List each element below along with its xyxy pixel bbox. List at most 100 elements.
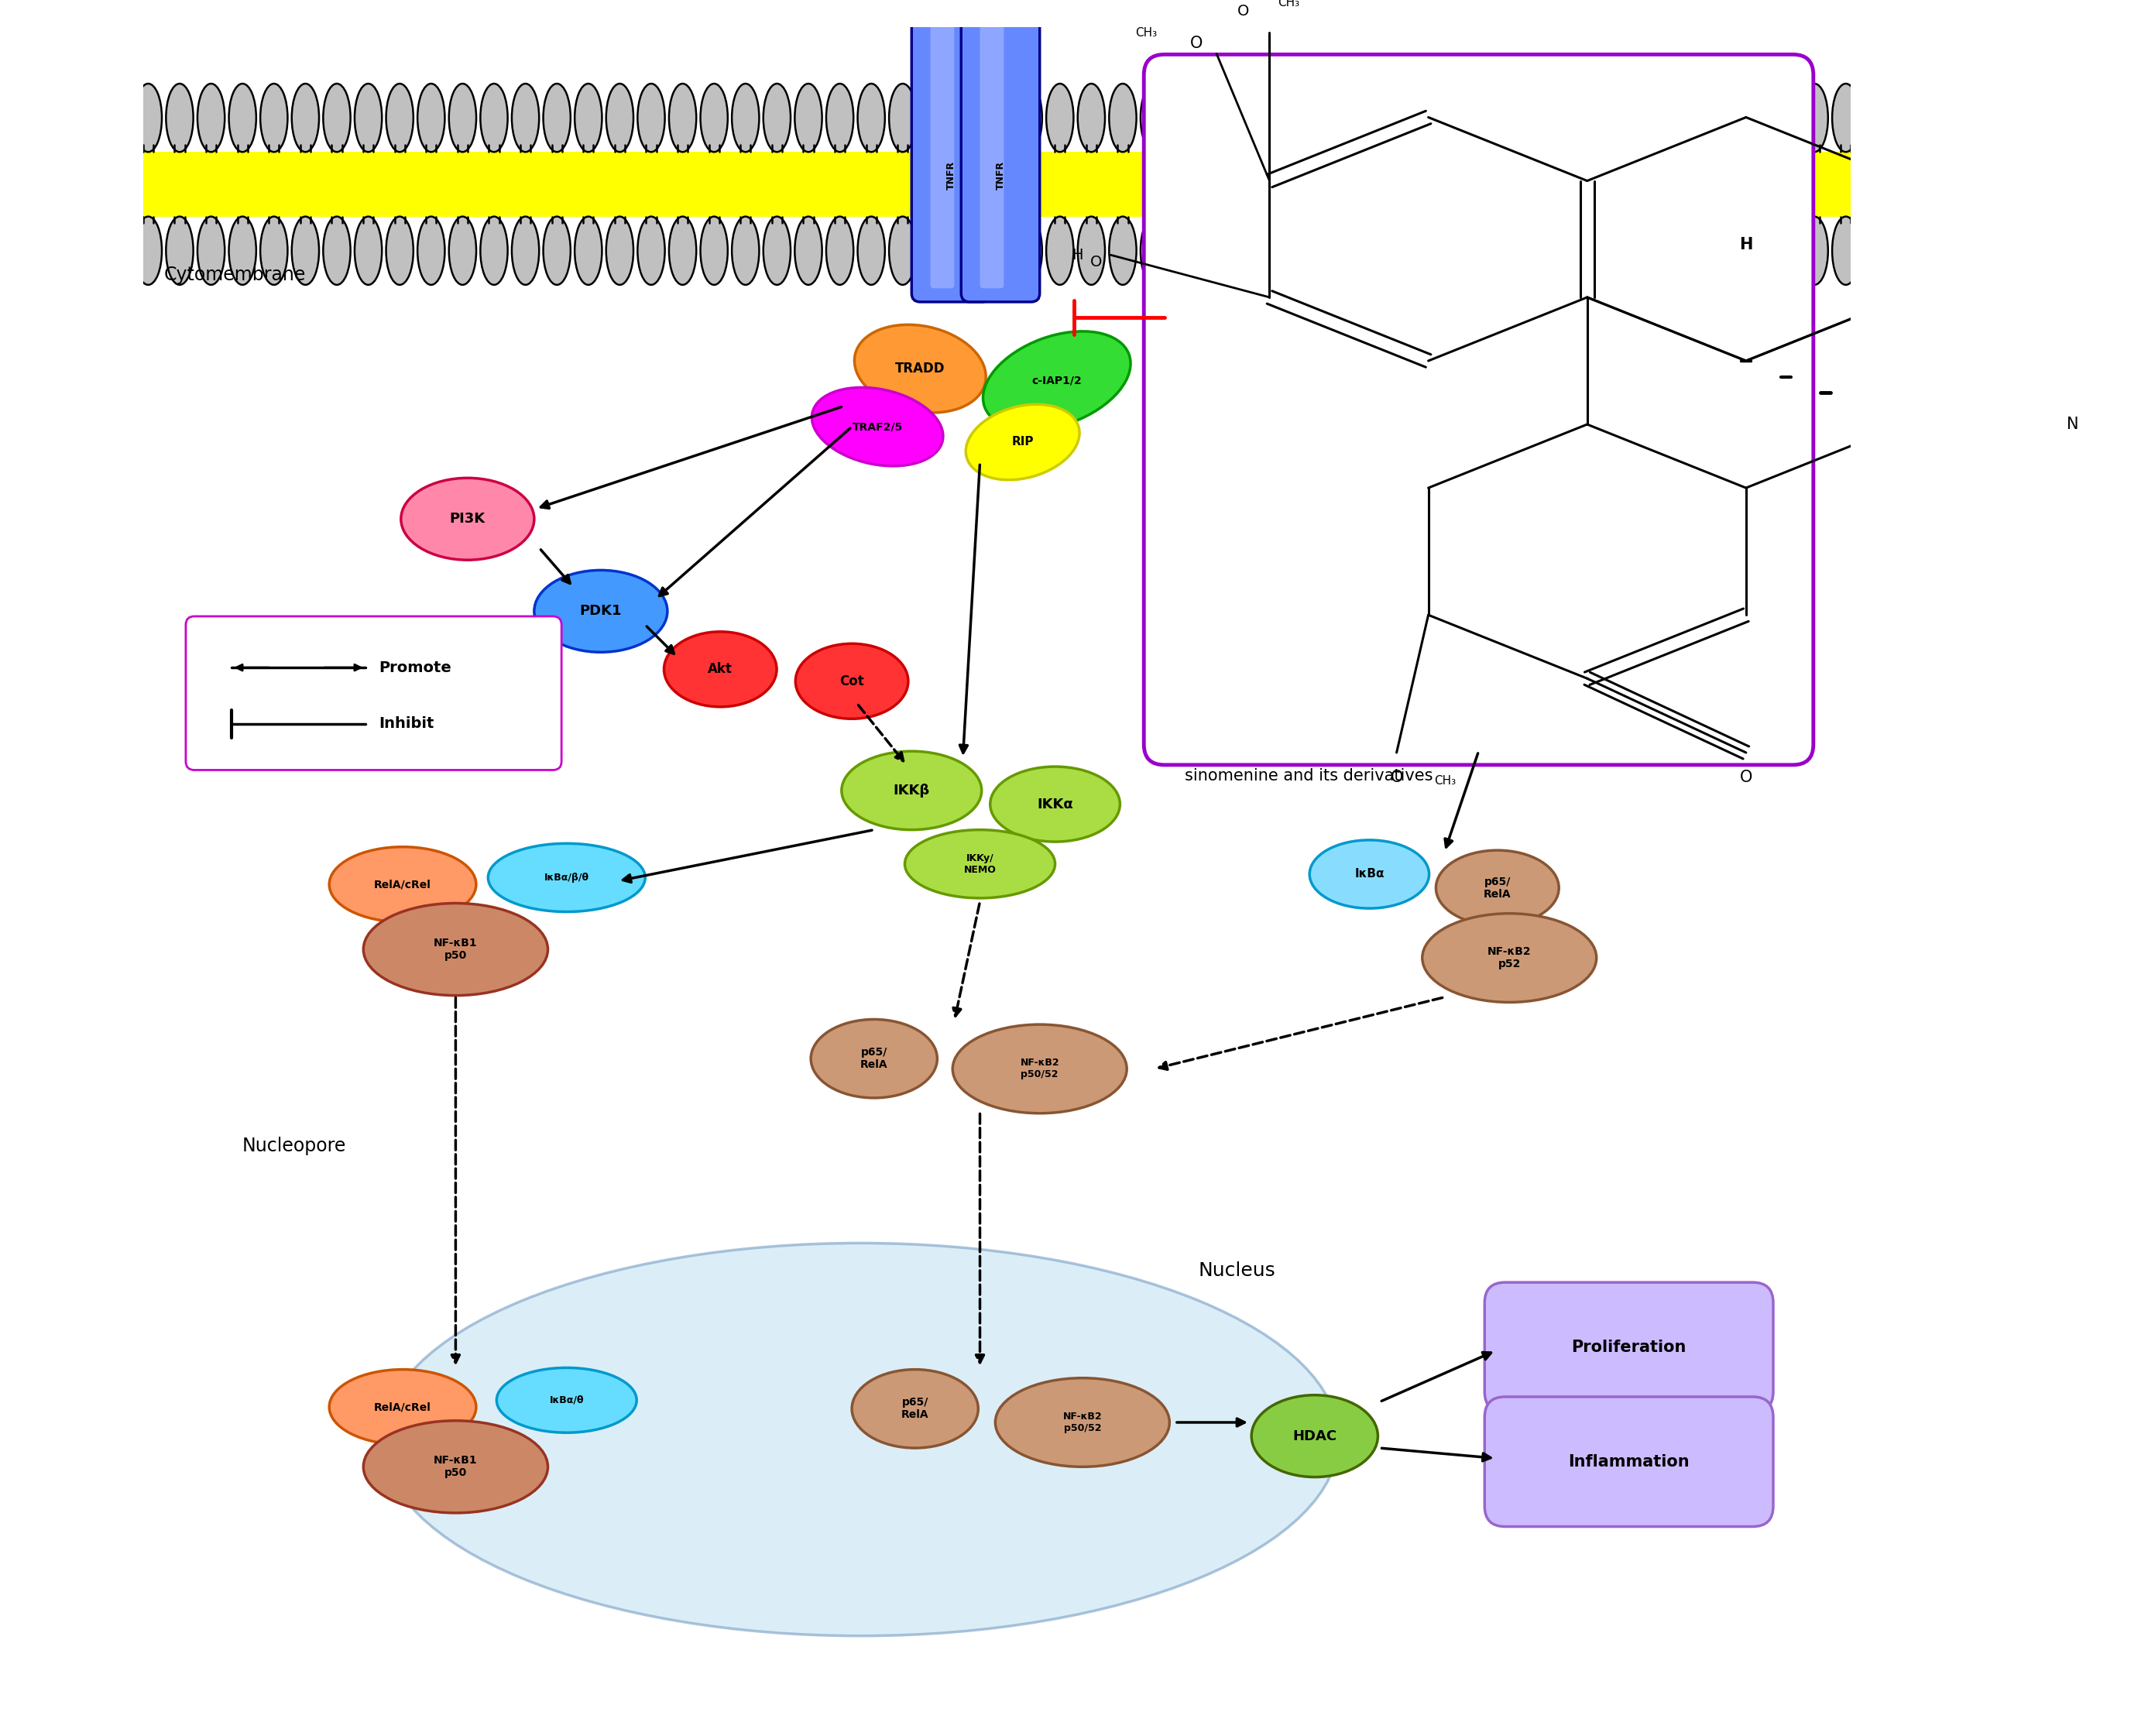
Text: IκBα/θ: IκBα/θ <box>550 1396 584 1404</box>
Text: Cytomembrane: Cytomembrane <box>163 266 305 285</box>
Text: NF-κB1
p50: NF-κB1 p50 <box>434 1455 477 1479</box>
Ellipse shape <box>1519 217 1544 285</box>
Ellipse shape <box>606 217 634 285</box>
Bar <box>144 153 1852 217</box>
Text: TNFR: TNFR <box>945 161 956 189</box>
Ellipse shape <box>1203 83 1231 153</box>
Ellipse shape <box>363 903 548 995</box>
Ellipse shape <box>488 844 644 911</box>
Ellipse shape <box>921 217 947 285</box>
Ellipse shape <box>322 217 350 285</box>
Ellipse shape <box>1078 217 1104 285</box>
Ellipse shape <box>576 83 601 153</box>
Ellipse shape <box>329 1370 477 1444</box>
Text: O: O <box>1190 36 1203 52</box>
FancyBboxPatch shape <box>911 0 990 302</box>
Ellipse shape <box>1203 217 1231 285</box>
Ellipse shape <box>952 83 979 153</box>
Ellipse shape <box>668 217 696 285</box>
Ellipse shape <box>165 83 193 153</box>
Text: TRADD: TRADD <box>896 361 945 375</box>
Ellipse shape <box>1832 217 1860 285</box>
Ellipse shape <box>1330 217 1358 285</box>
Ellipse shape <box>732 83 758 153</box>
Ellipse shape <box>1486 83 1514 153</box>
Ellipse shape <box>1519 83 1544 153</box>
Ellipse shape <box>1014 83 1042 153</box>
Ellipse shape <box>402 477 535 561</box>
Ellipse shape <box>952 1024 1128 1113</box>
Ellipse shape <box>1738 83 1766 153</box>
Ellipse shape <box>1014 217 1042 285</box>
Ellipse shape <box>904 830 1055 898</box>
Text: Inflammation: Inflammation <box>1568 1455 1690 1469</box>
Ellipse shape <box>1549 217 1577 285</box>
Ellipse shape <box>1454 217 1482 285</box>
Ellipse shape <box>292 217 320 285</box>
Text: O: O <box>1740 769 1753 785</box>
Ellipse shape <box>198 83 226 153</box>
Text: Nucleopore: Nucleopore <box>243 1137 346 1154</box>
Text: RelA/cRel: RelA/cRel <box>374 1401 432 1413</box>
Ellipse shape <box>995 1378 1169 1467</box>
Text: IKKβ: IKKβ <box>894 783 930 797</box>
Ellipse shape <box>292 83 320 153</box>
Ellipse shape <box>795 644 909 719</box>
Text: NF-κB2
p52: NF-κB2 p52 <box>1486 946 1532 970</box>
Ellipse shape <box>1108 217 1136 285</box>
Ellipse shape <box>606 83 634 153</box>
Ellipse shape <box>1141 217 1169 285</box>
Ellipse shape <box>1310 840 1428 908</box>
Ellipse shape <box>1297 217 1325 285</box>
Text: N: N <box>2066 417 2079 432</box>
Ellipse shape <box>1832 83 1860 153</box>
Ellipse shape <box>417 83 445 153</box>
Ellipse shape <box>1141 83 1169 153</box>
Ellipse shape <box>1454 83 1482 153</box>
FancyBboxPatch shape <box>979 0 1003 288</box>
Ellipse shape <box>165 217 193 285</box>
Ellipse shape <box>827 83 853 153</box>
Text: CH₃: CH₃ <box>1278 0 1300 9</box>
Ellipse shape <box>1046 217 1074 285</box>
Ellipse shape <box>853 1370 977 1448</box>
Ellipse shape <box>449 217 477 285</box>
Ellipse shape <box>449 83 477 153</box>
Ellipse shape <box>1046 83 1074 153</box>
Text: IκBα: IκBα <box>1355 868 1383 880</box>
Text: IκBα/β/θ: IκBα/β/θ <box>543 873 589 882</box>
Ellipse shape <box>329 847 477 922</box>
Ellipse shape <box>363 1420 548 1512</box>
Text: c-IAP1/2: c-IAP1/2 <box>1031 375 1083 385</box>
Ellipse shape <box>1297 83 1325 153</box>
Ellipse shape <box>638 217 666 285</box>
Ellipse shape <box>857 83 885 153</box>
Ellipse shape <box>1424 83 1450 153</box>
Ellipse shape <box>1675 83 1701 153</box>
Ellipse shape <box>387 83 412 153</box>
Ellipse shape <box>1800 217 1828 285</box>
Text: RIP: RIP <box>1012 436 1033 448</box>
Ellipse shape <box>1581 83 1609 153</box>
Ellipse shape <box>1267 217 1293 285</box>
Ellipse shape <box>990 767 1119 842</box>
Ellipse shape <box>1108 83 1136 153</box>
Text: H: H <box>1072 248 1083 262</box>
Ellipse shape <box>1424 217 1450 285</box>
Ellipse shape <box>668 83 696 153</box>
Ellipse shape <box>763 217 790 285</box>
Ellipse shape <box>1486 217 1514 285</box>
Ellipse shape <box>1360 83 1388 153</box>
Ellipse shape <box>921 83 947 153</box>
Ellipse shape <box>984 217 1012 285</box>
Text: CH₃: CH₃ <box>1134 28 1158 40</box>
Ellipse shape <box>810 1019 937 1097</box>
Ellipse shape <box>198 217 226 285</box>
FancyBboxPatch shape <box>185 616 561 771</box>
Ellipse shape <box>1770 83 1796 153</box>
Ellipse shape <box>354 217 382 285</box>
Ellipse shape <box>1738 217 1766 285</box>
Ellipse shape <box>511 83 539 153</box>
Ellipse shape <box>889 83 917 153</box>
Ellipse shape <box>260 217 288 285</box>
